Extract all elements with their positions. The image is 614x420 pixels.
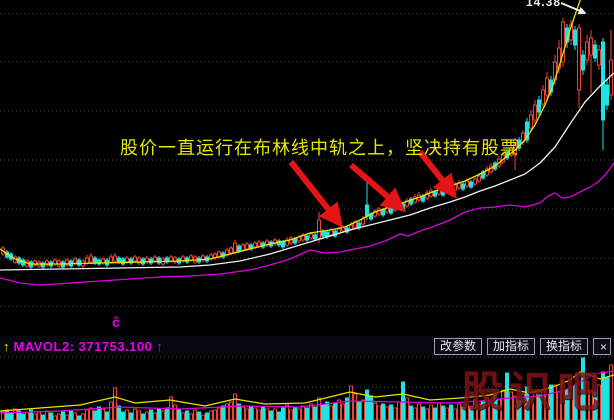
watermark: 股识吧 [461, 367, 606, 416]
price-chart-canvas[interactable] [0, 0, 614, 336]
add-indicator-button[interactable]: 加指标 [486, 337, 535, 355]
volume-chart-canvas[interactable] [0, 356, 614, 420]
indicator-toolbar-buttons: 改参数 加指标 换指标 × [429, 337, 611, 355]
change-params-button[interactable]: 改参数 [433, 337, 482, 355]
volume-bars [1, 357, 613, 420]
up-arrow-icon-yellow: ↑ [3, 338, 10, 354]
red-annotation-arrows [288, 150, 457, 228]
chart-marker-c: ĉ [112, 314, 120, 330]
switch-indicator-button[interactable]: 换指标 [539, 337, 588, 355]
volume-ma-lines [0, 370, 614, 414]
last-price-label: 14.38 [526, 0, 562, 9]
up-arrow-icon-magenta: ↑ [156, 338, 163, 354]
indicator-toolbar: ↑ MAVOL2: 371753.100 ↑ 改参数 加指标 换指标 × [0, 336, 614, 356]
indicator-value-label: MAVOL2: 371753.100 [13, 338, 153, 354]
white-annotation-arrow [560, 2, 587, 15]
indicator-toolbar-left: ↑ MAVOL2: 371753.100 ↑ [3, 339, 163, 354]
annotation-text: 股价一直运行在布林线中轨之上，坚决持有股票 [120, 138, 519, 159]
close-icon[interactable]: × [593, 337, 611, 355]
